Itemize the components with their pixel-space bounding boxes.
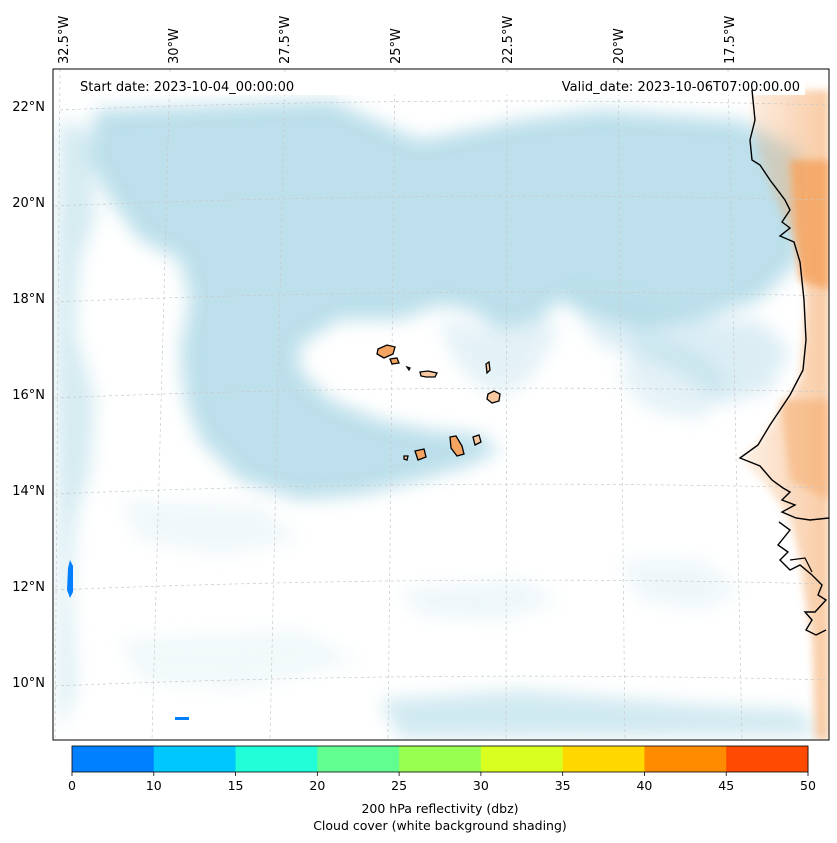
island-sao-vicente [389,357,400,365]
cloud-cover-shading [55,100,820,738]
colorbar-tick-label: 35 [555,778,571,793]
lon-label: 30°W [167,28,182,64]
lon-label: 25°W [389,28,404,64]
colorbar-segment [317,746,400,772]
lat-label: 22°N [12,100,45,115]
island-sao-nicolau [419,370,438,378]
island-fogo [414,448,427,461]
map-border [52,68,830,741]
colorbar-tick-label: 10 [146,778,162,793]
island-santa-luzia [405,365,411,372]
lon-label: 32.5°W [57,16,72,64]
colorbar-tick-label: 15 [228,778,244,793]
echo-south [175,717,189,720]
colorbar-tick-label: 20 [309,778,325,793]
colorbar-tick-label: 30 [473,778,489,793]
lon-label: 27.5°W [278,16,293,64]
colorbar-tick-label: 50 [800,778,816,793]
colorbar-segment [480,746,564,772]
lat-label: 18°N [12,292,45,307]
colorbar-segment [72,746,155,772]
colorbar-tick-label: 45 [718,778,734,793]
lon-label: 17.5°W [723,16,738,64]
lat-label: 14°N [12,484,45,499]
colorbar-ticks: 0 10 15 20 25 30 35 40 45 50 [68,772,816,793]
latitude-labels: 22°N 20°N 18°N 16°N 14°N 12°N 10°N [12,100,45,691]
colorbar-label-reflectivity: 200 hPa reflectivity (dbz) [361,801,518,816]
gridlines [54,69,829,740]
island-sal [485,360,491,375]
africa-coastline [738,89,829,636]
lon-label: 20°W [612,28,627,64]
colorbar: 0 10 15 20 25 30 35 40 45 50 200 hPa reflectivity… [68,745,816,833]
colorbar-segment [562,746,645,772]
colorbar-segments [72,746,809,772]
lat-label: 10°N [12,676,45,691]
map-panel[interactable] [53,69,829,740]
island-boa-vista [486,390,501,404]
island-maio [472,434,482,446]
colorbar-segment [153,746,237,772]
date-banner [70,73,805,95]
lat-label: 12°N [12,580,45,595]
valid-date-label: Valid_date: 2023-10-06T07:00:00.00 [562,80,800,95]
colorbar-label-cloud-cover: Cloud cover (white background shading) [313,818,567,833]
echo-west [67,560,73,598]
island-santiago [449,435,465,457]
longitude-labels: 32.5°W 30°W 27.5°W 25°W 22.5°W 20°W 17.5… [57,16,738,64]
lat-label: 16°N [12,388,45,403]
colorbar-tick-label: 25 [391,778,407,793]
colorbar-tick-label: 40 [636,778,652,793]
lon-label: 22.5°W [501,16,516,64]
land-shading [740,90,829,740]
reflectivity-echoes [67,560,189,720]
colorbar-segment [644,746,727,772]
cape-verde-islands [376,344,501,461]
lat-label: 20°N [12,196,45,211]
island-brava [403,455,409,461]
colorbar-segment [726,746,809,772]
start-date-label: Start date: 2023-10-04_00:00:00 [80,80,294,95]
gambia-river-coast [789,557,813,573]
colorbar-segment [235,746,318,772]
island-santo-antao [376,344,396,359]
colorbar-tick-label: 0 [68,778,76,793]
colorbar-border [71,745,809,773]
colorbar-segment [399,746,482,772]
